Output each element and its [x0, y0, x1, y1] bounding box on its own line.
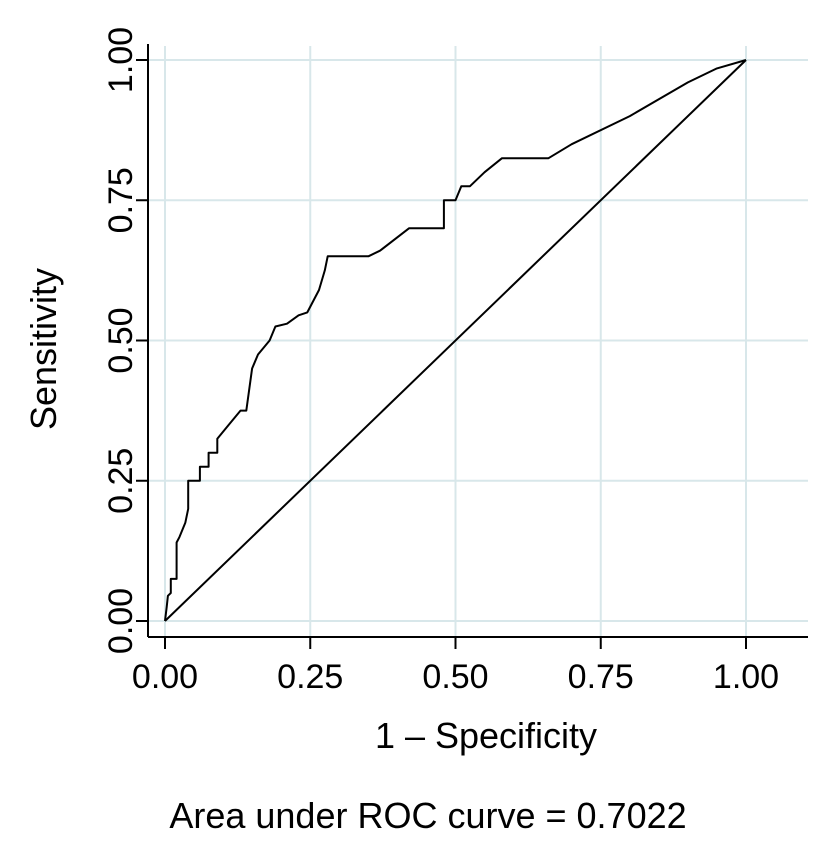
grid [148, 46, 808, 637]
reference-diagonal-line [164, 59, 747, 622]
x-tick-label: 0.75 [568, 658, 634, 696]
y-tick-label: 0.00 [102, 588, 140, 654]
y-tick-label: 0.75 [102, 167, 140, 233]
axes [136, 44, 808, 649]
y-tick-label: 0.50 [102, 307, 140, 373]
x-tick-label: 0.00 [132, 658, 198, 696]
auc-caption: Area under ROC curve = 0.7022 [169, 795, 686, 836]
y-tick-label: 1.00 [102, 27, 140, 93]
y-tick-label: 0.25 [102, 448, 140, 514]
x-axis-title: 1 – Specificity [375, 715, 597, 756]
series [164, 59, 747, 622]
roc-curve-line [164, 59, 747, 622]
y-axis-title: Sensitivity [23, 268, 64, 430]
tick-labels: 0.00 0.25 0.50 0.75 1.00 0.00 0.25 0.50 0.75 1.00 [102, 27, 779, 696]
x-tick-label: 0.25 [277, 658, 343, 696]
x-tick-label: 0.50 [422, 658, 488, 696]
x-tick-label: 1.00 [713, 658, 779, 696]
